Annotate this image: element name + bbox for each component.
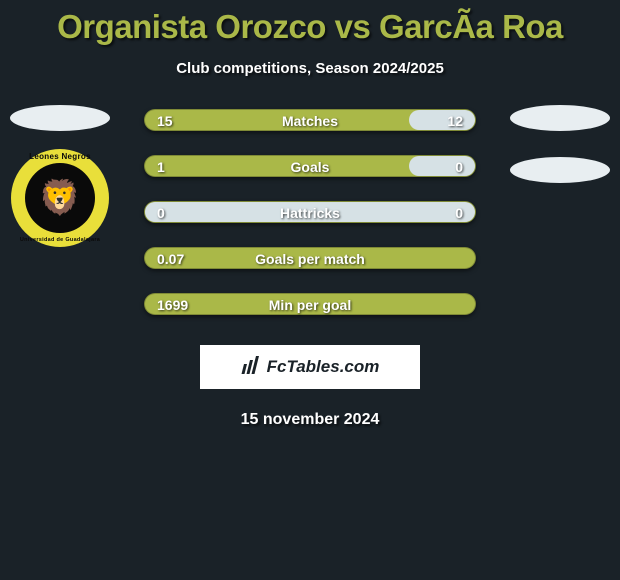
chart-bars-icon xyxy=(241,356,263,379)
stat-bar: 15Matches12 xyxy=(144,109,476,131)
generated-date: 15 november 2024 xyxy=(0,411,620,429)
comparison-card: Organista Orozco vs GarcÃ­a Roa Club com… xyxy=(0,0,620,429)
stat-label: Min per goal xyxy=(145,294,475,316)
lion-icon: 🦁 xyxy=(39,181,81,215)
brand-box[interactable]: FcTables.com xyxy=(200,345,420,389)
stat-right-value: 12 xyxy=(447,110,463,132)
player-flag-placeholder xyxy=(10,105,110,131)
stat-label: Hattricks xyxy=(145,202,475,224)
right-player-column xyxy=(500,109,620,339)
stat-bar: 0Hattricks0 xyxy=(144,201,476,223)
stat-bar: 0.07Goals per match xyxy=(144,247,476,269)
subtitle: Club competitions, Season 2024/2025 xyxy=(0,60,620,77)
player-flag-placeholder xyxy=(510,105,610,131)
stats-column: 15Matches121Goals00Hattricks00.07Goals p… xyxy=(120,109,500,339)
stat-right-value: 0 xyxy=(455,202,463,224)
content-row: Leones Negros 🦁 Universidad de Guadalaja… xyxy=(0,109,620,339)
stat-right-value: 0 xyxy=(455,156,463,178)
club-badge: Leones Negros 🦁 Universidad de Guadalaja… xyxy=(11,149,109,247)
badge-bottom-text: Universidad de Guadalajara xyxy=(11,237,109,243)
club-badge-placeholder xyxy=(510,157,610,183)
page-title: Organista Orozco vs GarcÃ­a Roa xyxy=(0,8,620,46)
badge-top-text: Leones Negros xyxy=(11,152,109,161)
brand-text: FcTables.com xyxy=(267,357,380,377)
left-player-column: Leones Negros 🦁 Universidad de Guadalaja… xyxy=(0,109,120,339)
stat-bar: 1Goals0 xyxy=(144,155,476,177)
stat-label: Goals xyxy=(145,156,475,178)
stat-label: Goals per match xyxy=(145,248,475,270)
badge-inner: 🦁 xyxy=(25,163,95,233)
stat-bar: 1699Min per goal xyxy=(144,293,476,315)
stat-label: Matches xyxy=(145,110,475,132)
